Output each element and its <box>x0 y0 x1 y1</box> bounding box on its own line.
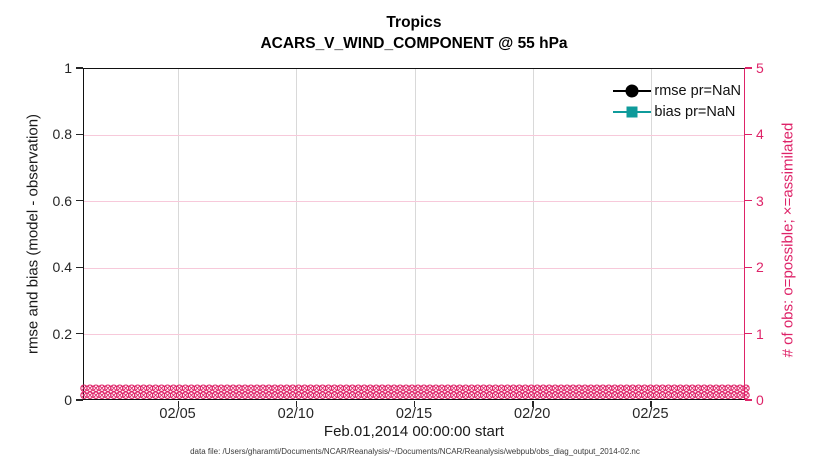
right-tick-label: 2 <box>756 259 764 276</box>
right-axis-label: # of obs: o=possible; ×=assimilated <box>779 122 797 358</box>
x-tick-mark <box>177 401 179 407</box>
x-tick-mark <box>532 401 534 407</box>
legend-item-rmse: rmse pr=NaN <box>613 80 741 101</box>
right-tick-mark <box>745 399 752 401</box>
vertical-gridline <box>650 69 652 399</box>
legend-label-bias: bias pr=NaN <box>654 103 736 120</box>
left-tick-label: 0 <box>64 392 72 408</box>
x-tick-mark <box>650 401 652 407</box>
horizontal-gridline <box>84 134 744 136</box>
filled-circle-icon <box>625 84 639 97</box>
filled-square-icon <box>626 106 638 117</box>
chart-title-line2: ACARS_V_WIND_COMPONENT @ 55 hPa <box>260 35 568 52</box>
plot-area: rmse pr=NaN bias pr=NaN <box>80 68 750 400</box>
x-tick-mark <box>295 401 298 407</box>
horizontal-gridline <box>84 334 744 336</box>
data-file-caption: data file: /Users/gharamti/Documents/NCA… <box>190 447 640 456</box>
right-tick-label: 1 <box>756 325 764 342</box>
x-tick-label: 02/20 <box>514 406 551 422</box>
chart-title-line1: Tropics <box>386 14 442 31</box>
vertical-gridline <box>296 69 298 399</box>
x-axis-label: Feb.01,2014 00:00:00 start <box>323 423 505 440</box>
x-tick-label: 02/15 <box>395 406 433 422</box>
left-tick-mark <box>76 67 83 69</box>
right-tick-mark <box>745 266 752 268</box>
x-tick-label: 02/25 <box>632 406 669 422</box>
left-tick-label: 0.2 <box>52 325 72 342</box>
vertical-gridline <box>414 69 416 399</box>
left-tick-mark <box>76 266 83 268</box>
rmse-line-sample <box>613 84 652 97</box>
legend: rmse pr=NaN bias pr=NaN <box>613 80 741 122</box>
right-tick-mark <box>745 133 752 136</box>
left-tick-mark <box>76 133 83 136</box>
legend-item-bias: bias pr=NaN <box>613 101 741 122</box>
left-tick-mark <box>76 332 83 335</box>
bias-line-sample <box>613 106 652 117</box>
right-tick-mark <box>745 200 752 202</box>
legend-label-rmse: rmse pr=NaN <box>654 82 741 99</box>
right-tick-label: 0 <box>756 392 764 408</box>
left-tick-mark <box>76 399 83 401</box>
left-tick-label: 1 <box>64 60 72 76</box>
left-tick-label: 0.4 <box>52 259 72 276</box>
obs-count-marker-band <box>80 384 750 399</box>
left-tick-label: 0.8 <box>52 126 72 143</box>
vertical-gridline <box>532 69 534 399</box>
x-tick-mark <box>414 401 416 407</box>
right-tick-label: 3 <box>756 192 764 209</box>
left-tick-mark <box>76 200 83 202</box>
vertical-gridline <box>178 69 180 399</box>
right-tick-mark <box>745 67 752 69</box>
right-tick-label: 4 <box>756 126 764 143</box>
right-tick-label: 5 <box>756 60 764 76</box>
horizontal-gridline <box>84 267 744 269</box>
x-tick-label: 02/10 <box>277 406 314 422</box>
left-axis-label: rmse and bias (model - observation) <box>24 113 42 355</box>
left-tick-label: 0.6 <box>52 192 72 209</box>
x-tick-label: 02/05 <box>159 406 196 422</box>
chart-title: Tropics ACARS_V_WIND_COMPONENT @ 55 hPa <box>83 12 745 54</box>
horizontal-gridline <box>84 201 744 203</box>
right-tick-mark <box>745 332 752 335</box>
